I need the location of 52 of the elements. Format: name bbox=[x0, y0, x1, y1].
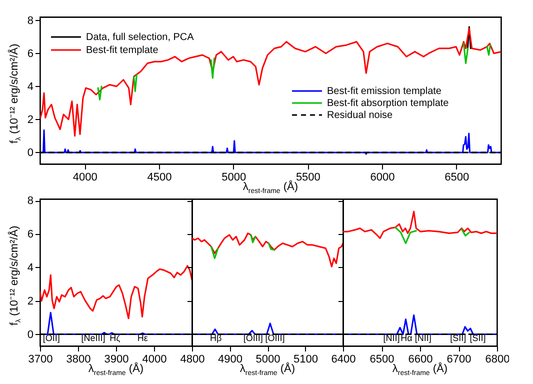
legend-label: Residual noise bbox=[327, 110, 394, 121]
annotation: [SII] bbox=[450, 333, 466, 343]
x-tick-label: 4000 bbox=[142, 354, 167, 366]
x-tick-label: 6800 bbox=[485, 354, 510, 366]
x-tick-label: 4000 bbox=[72, 172, 98, 184]
legend-label: Best-fit absorption template bbox=[327, 98, 450, 109]
y-tick-label: 8 bbox=[27, 195, 34, 208]
x-axis-title: λ$_{rest-frame}$ (Å) bbox=[240, 363, 296, 378]
legend-label: Data, full selection, PCA bbox=[86, 32, 194, 43]
y-tick-label: 0 bbox=[27, 146, 34, 159]
x-axis-title: λ$_{rest-frame}$ (Å) bbox=[392, 363, 448, 378]
x-tick-label: 3700 bbox=[28, 354, 53, 366]
x-tick-label: 3900 bbox=[104, 354, 129, 366]
y-tick-label: 2 bbox=[27, 114, 34, 126]
y-tick-label: 6 bbox=[27, 48, 34, 60]
annotation: [SII] bbox=[470, 333, 486, 343]
line-series bbox=[40, 265, 192, 320]
y-tick-label: 4 bbox=[27, 80, 34, 93]
x-tick-label: 5000 bbox=[222, 172, 246, 184]
x-tick-label: 3800 bbox=[66, 354, 91, 366]
y-tick-label: 0 bbox=[27, 328, 34, 341]
annotation: [NII] bbox=[414, 333, 432, 343]
x-tick-label: 4500 bbox=[147, 172, 172, 184]
x-tick-label: 6500 bbox=[444, 172, 470, 184]
x-tick-label: 5000 bbox=[256, 354, 280, 366]
annotation: Hζ bbox=[110, 333, 120, 343]
annotation: [NII] bbox=[383, 333, 400, 343]
x-tick-label: 4800 bbox=[180, 354, 205, 366]
x-tick-label: 6000 bbox=[370, 172, 395, 184]
annotation: [OIII] bbox=[243, 333, 263, 343]
x-axis-title: λ$_{rest-frame}$ (Å) bbox=[88, 363, 144, 378]
annotation: Hε bbox=[137, 333, 148, 343]
x-tick-label: 5500 bbox=[296, 172, 320, 184]
legend-label: Best-fit emission template bbox=[327, 86, 442, 97]
x-tick-label: 4900 bbox=[218, 354, 242, 366]
x-tick-label: 6600 bbox=[408, 354, 433, 366]
annotation: [OIII] bbox=[265, 333, 285, 343]
annotation: [OII] bbox=[42, 333, 60, 343]
y-tick-label: 2 bbox=[27, 295, 34, 308]
annotation: Hβ bbox=[210, 333, 222, 343]
x-tick-label: 6700 bbox=[446, 354, 472, 366]
annotation: [NeIII] bbox=[81, 333, 106, 343]
line-series bbox=[40, 28, 501, 137]
x-axis-title: λ$_{rest-frame}$ (Å) bbox=[242, 181, 298, 196]
x-tick-label: 5100 bbox=[294, 354, 318, 366]
y-tick-label: 4 bbox=[27, 262, 34, 274]
annotation: Hα bbox=[400, 333, 412, 343]
y-tick-label: 6 bbox=[27, 228, 34, 241]
x-tick-label: 6400 bbox=[331, 354, 356, 366]
x-tick-label: 6500 bbox=[370, 354, 394, 366]
legend-label: Best-fit template bbox=[86, 45, 159, 56]
y-tick-label: 8 bbox=[27, 14, 34, 27]
